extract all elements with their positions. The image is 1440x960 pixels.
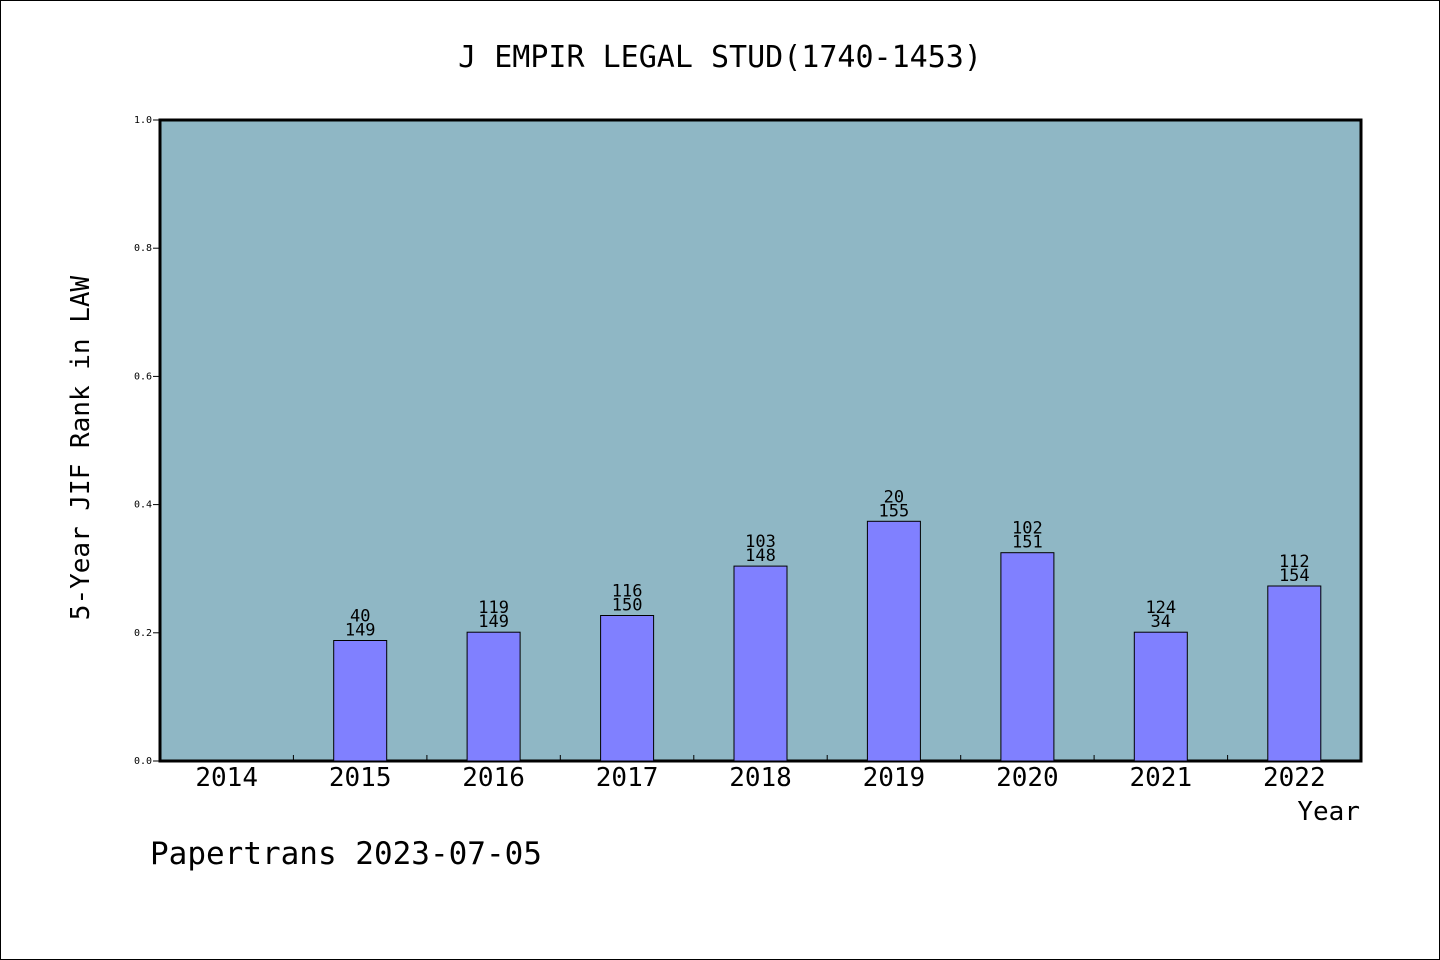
bar-rank-label-2016: 119 [478, 598, 509, 618]
chart-title: J EMPIR LEGAL STUD(1740-1453) [458, 40, 982, 75]
bar-2016 [466, 631, 521, 762]
y-axis: 0.0 0.2 0.4 0.6 0.8 1.0 [134, 115, 160, 767]
bar-rank-label-2022: 112 [1279, 552, 1310, 572]
bar-rank-label-2019: 20 [884, 487, 904, 507]
bar-2019 [866, 520, 921, 762]
x-tick-label-2018: 2018 [729, 763, 792, 793]
x-axis: 2014 2015 2016 2017 2018 2019 2020 2021 2022 [195, 755, 1326, 793]
bar-total-label-2022: 154 [1279, 566, 1310, 586]
x-tick-label-2021: 2021 [1129, 763, 1192, 793]
y-tick-label-0.6: 0.6 [134, 371, 152, 382]
bar-rank-label-2015: 40 [350, 607, 370, 627]
x-tick-label-2017: 2017 [596, 763, 659, 793]
y-axis-label: 5-Year JIF Rank in LAW [66, 275, 96, 620]
x-tick-label-2019: 2019 [863, 763, 926, 793]
bar-rank-label-2018: 103 [745, 532, 776, 552]
bar-total-label-2015: 149 [345, 621, 376, 641]
y-tick-label-0.4: 0.4 [134, 500, 152, 511]
y-tick-label-0.8: 0.8 [134, 243, 152, 254]
bar-2020 [1000, 552, 1055, 762]
x-tick-label-2014: 2014 [195, 763, 258, 793]
bar-total-label-2018: 148 [745, 546, 776, 566]
x-tick-label-2020: 2020 [996, 763, 1059, 793]
bar-2015 [333, 640, 388, 762]
watermark-text: Papertrans 2023-07-05 [150, 836, 542, 872]
x-axis-label: Year [1297, 797, 1360, 827]
bar-rank-label-2021: 124 [1145, 598, 1176, 618]
bar-total-label-2019: 155 [879, 501, 910, 521]
x-tick-label-2022: 2022 [1263, 763, 1326, 793]
bar-2022 [1267, 585, 1322, 762]
bar-2017 [600, 615, 655, 762]
bar-total-label-2021: 34 [1151, 612, 1171, 632]
bar-rank-label-2017: 116 [612, 582, 643, 602]
x-tick-label-2016: 2016 [462, 763, 525, 793]
bar-2021 [1133, 631, 1188, 762]
bars-layer [333, 520, 1322, 762]
bar-2018 [733, 565, 788, 762]
y-tick-label-0.0: 0.0 [134, 756, 152, 767]
bar-total-label-2016: 149 [478, 612, 509, 632]
x-tick-label-2015: 2015 [329, 763, 392, 793]
bar-total-label-2020: 151 [1012, 533, 1043, 553]
y-tick-label-0.2: 0.2 [134, 628, 152, 639]
y-tick-label-1.0: 1.0 [134, 115, 152, 126]
bar-rank-label-2020: 102 [1012, 519, 1043, 539]
bar-total-label-2017: 150 [612, 596, 643, 616]
